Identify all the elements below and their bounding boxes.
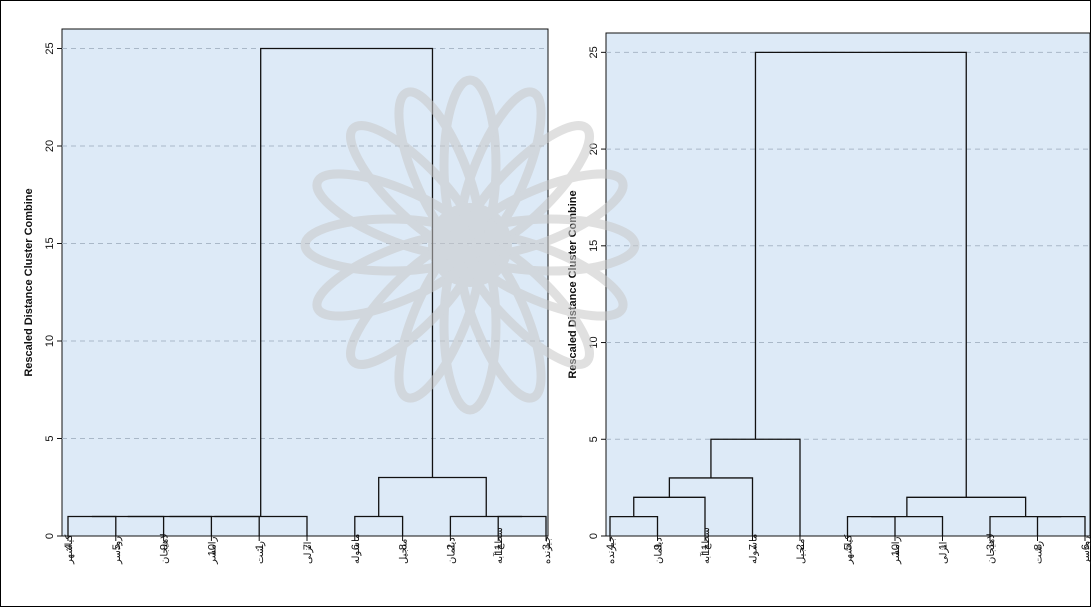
leaf-number-label: 5 <box>111 544 123 550</box>
leaf-name-label: سطح آبه <box>492 527 505 564</box>
leaf-number-label: 8 <box>398 544 410 550</box>
y-axis-title: Rescaled Distance Cluster Combine <box>567 190 579 378</box>
leaf-name-label: رودسر <box>1081 536 1091 565</box>
y-tick-label: 5 <box>588 436 600 442</box>
leaf-name-label: ماسوله <box>351 534 362 564</box>
leaf-name-label: کیاشهر <box>844 534 855 565</box>
leaf-name-label: منجیل <box>399 539 410 564</box>
leaf-number-label: 6 <box>350 544 362 550</box>
leaf-name-label: دیلمان <box>654 537 665 564</box>
plot-area <box>605 32 1091 537</box>
leaf-name-label: جیرنده <box>606 536 617 564</box>
y-tick-label: 15 <box>588 240 600 252</box>
leaf-name-label: رودسر <box>112 536 123 565</box>
leaf-number-label: 5 <box>843 544 855 550</box>
leaf-name-label: انزلی <box>939 542 950 564</box>
leaf-number-label: 1 <box>938 544 950 550</box>
leaf-number-label: 11 <box>700 544 712 555</box>
y-tick-label: 15 <box>44 237 56 249</box>
dendrogram-link <box>871 516 944 536</box>
leaf-number-label: 3 <box>985 544 997 550</box>
leaf-number-label: 3 <box>541 544 553 550</box>
leaf-number-label: 9 <box>653 544 665 550</box>
leaf-name-label: سطح آبه <box>699 527 712 564</box>
y-axis-title: Rescaled Distance Cluster Combine <box>23 188 35 376</box>
y-tick-label: 0 <box>588 533 600 539</box>
y-tick-label: 0 <box>44 533 56 539</box>
leaf-name-label: ماسوله <box>749 534 760 564</box>
leaf-name-label: منجیل <box>796 539 807 564</box>
leaf-number-label: 2 <box>795 544 807 550</box>
leaf-name-label: رشت <box>255 541 266 564</box>
watermark-petal <box>394 87 485 255</box>
y-tick-label: 20 <box>44 140 56 152</box>
leaf-number-label: 2 <box>445 544 457 550</box>
leaf-number-label: 9 <box>159 544 171 550</box>
leaf-number-label: 10 <box>890 544 902 556</box>
leaf-number-label: 4 <box>63 544 75 550</box>
leaf-name-label: رامسر <box>891 536 902 565</box>
leaf-number-label: 11 <box>493 544 505 555</box>
y-tick-label: 25 <box>588 46 600 58</box>
leaf-name-label: دیلمان <box>446 537 457 564</box>
dendrogram-link <box>214 515 308 536</box>
leaf-number-label: 1 <box>254 544 266 550</box>
dendrogram-link <box>989 516 1062 536</box>
leaf-name-label: لاهیجان <box>986 533 997 564</box>
leaf-name-label: رشت <box>1034 541 1045 564</box>
dendrogram-link <box>754 51 967 498</box>
leaf-name-label: انزلی <box>303 542 314 564</box>
leaf-number-label: 10 <box>206 544 218 556</box>
watermark-center <box>428 203 512 287</box>
watermark-logo <box>300 75 640 415</box>
leaf-number-label: 4 <box>605 544 617 550</box>
leaf-number-label: 7 <box>748 544 760 550</box>
leaf-number-label: 7 <box>302 544 314 550</box>
leaf-name-label: رامسر <box>207 536 218 565</box>
y-tick-label: 10 <box>44 335 56 347</box>
leaf-name-label: لاهیجان <box>160 533 171 564</box>
leaf-name-label: جیرنده <box>542 536 553 564</box>
y-tick-label: 5 <box>44 435 56 441</box>
leaf-number-label: 6 <box>1080 544 1091 550</box>
y-tick-label: 25 <box>44 42 56 54</box>
leaf-number-label: 8 <box>1033 544 1045 550</box>
leaf-name-label: کیاشهر <box>64 534 75 565</box>
dendrogram-link <box>449 515 523 536</box>
